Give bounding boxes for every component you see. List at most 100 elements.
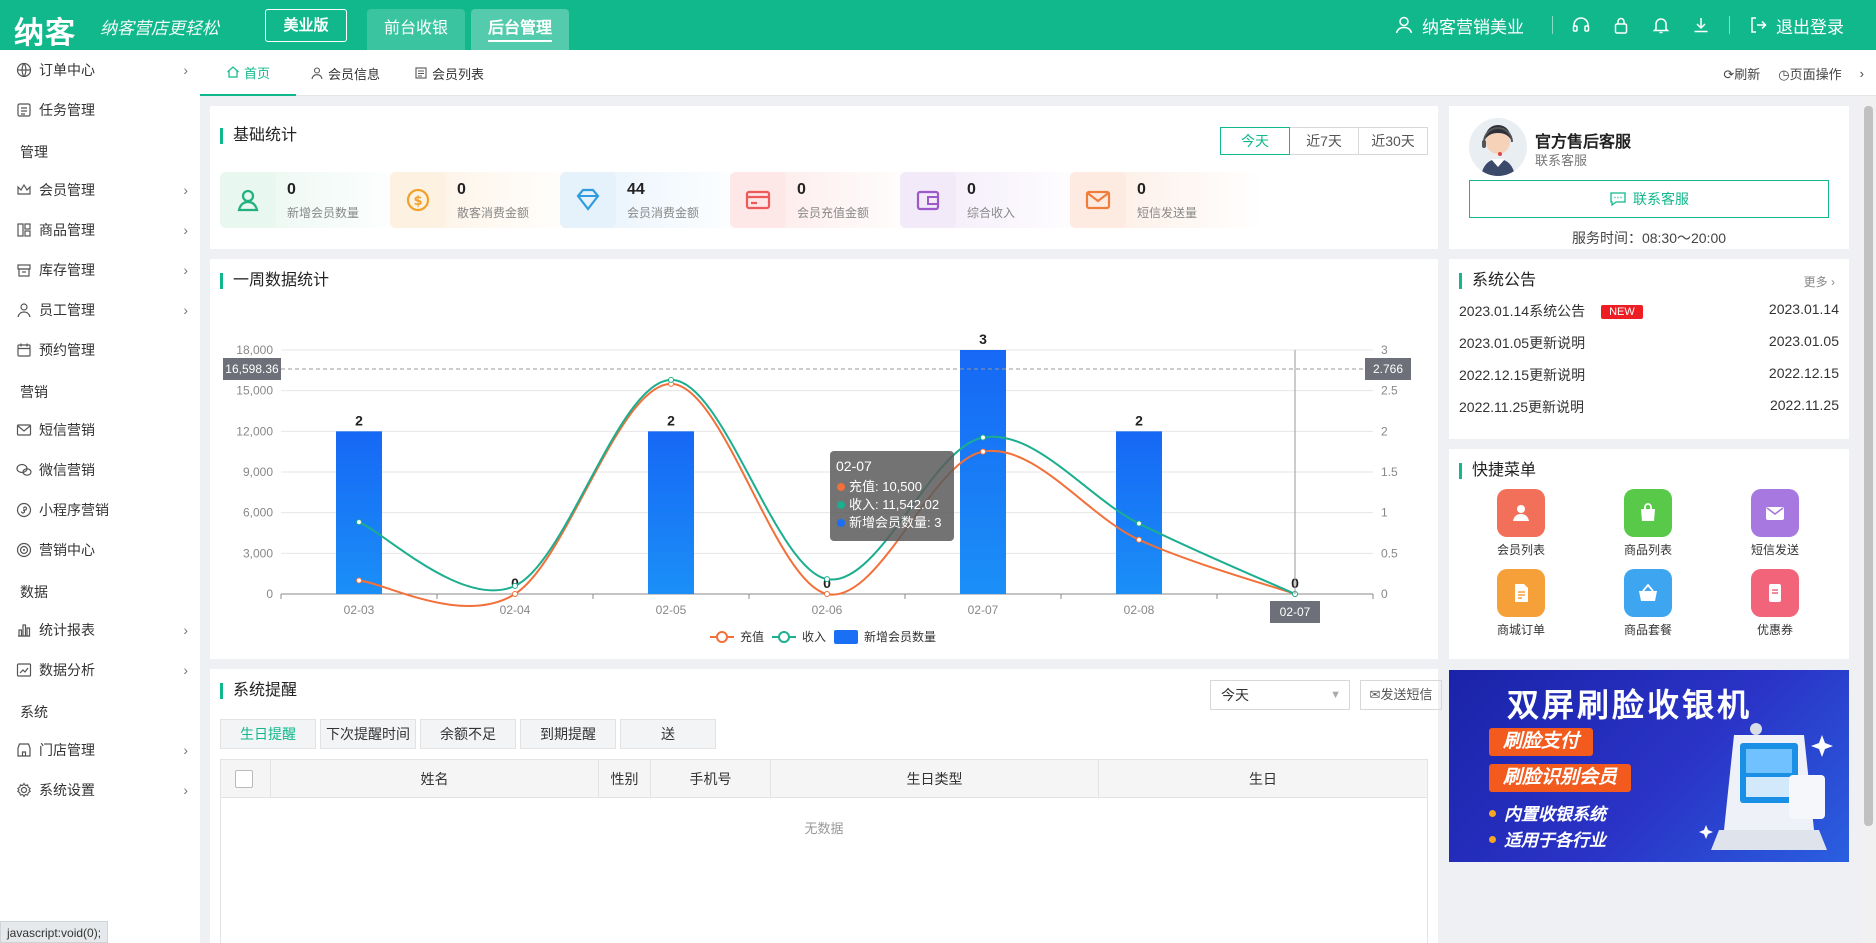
bell-icon[interactable] [1641, 15, 1681, 35]
sidebar-item-order[interactable]: 订单中心 › [0, 55, 200, 85]
notice-item-title: 2022.11.25更新说明 [1459, 399, 1585, 415]
series-point [512, 582, 518, 589]
sidebar-group-system: 系统 [20, 704, 48, 720]
select-all-cell [221, 760, 271, 798]
send-sms-label: 发送短信 [1380, 687, 1433, 702]
tooltip-marker [837, 501, 845, 509]
headset-icon[interactable] [1561, 15, 1601, 35]
sidebar-item-sms[interactable]: 短信营销 [0, 415, 200, 445]
quick-item[interactable]: 会员列表 [1481, 489, 1561, 558]
backend-management-tab[interactable]: 后台管理 [471, 9, 569, 50]
y-right-tick-label: 2.5 [1381, 384, 1398, 398]
download-icon[interactable] [1681, 15, 1721, 35]
sidebar-label: 微信营销 [39, 462, 95, 478]
range-today-button[interactable]: 今天 [1220, 127, 1290, 155]
tab-low-balance[interactable]: 余额不足 [420, 719, 516, 749]
logo[interactable]: 纳客 [14, 17, 76, 50]
quick-item[interactable]: 优惠券 [1735, 569, 1815, 638]
select-all-checkbox[interactable] [235, 770, 253, 788]
page-ops-label: 页面操作 [1789, 66, 1842, 82]
crosshair-left-label: 16,598.36 [225, 362, 279, 376]
user-name: 纳客营销美业 [1422, 17, 1524, 37]
reminder-tabs: 生日提醒 下次提醒时间 余额不足 到期提醒 送 [220, 719, 716, 749]
x-tick-label: 02-03 [344, 603, 375, 617]
status-bar-url: javascript:void(0); [0, 921, 109, 943]
tab-birthday[interactable]: 生日提醒 [220, 719, 316, 749]
sidebar-item-wechat[interactable]: 微信营销 [0, 455, 200, 485]
quick-item[interactable]: 商品套餐 [1608, 569, 1688, 638]
sidebar-label: 系统设置 [39, 782, 95, 798]
chevron-right-icon[interactable]: › [1859, 65, 1864, 81]
notice-item[interactable]: 2022.12.15更新说明 2022.12.15 [1459, 365, 1839, 385]
notice-item[interactable]: 2022.11.25更新说明 2022.11.25 [1459, 397, 1839, 417]
tab-member-info[interactable]: 会员信息 [310, 50, 380, 96]
sidebar-label: 订单中心 [39, 62, 95, 78]
sidebar-item-stock[interactable]: 库存管理 › [0, 255, 200, 285]
y-right-tick-label: 1 [1381, 506, 1388, 520]
notice-item[interactable]: 2023.01.05更新说明 2023.01.05 [1459, 333, 1839, 353]
stat-card-member-recharge[interactable]: 0 会员充值金额 [730, 172, 922, 228]
quick-item[interactable]: 商城订单 [1481, 569, 1561, 638]
tab-next-remind[interactable]: 下次提醒时间 [320, 719, 416, 749]
sidebar-item-store[interactable]: 门店管理 › [0, 735, 200, 765]
tab-gift[interactable]: 送 [620, 719, 716, 749]
stat-card-new-members[interactable]: 0 新增会员数量 [220, 172, 412, 228]
sidebar-item-goods[interactable]: 商品管理 › [0, 215, 200, 245]
reminder-range-select[interactable]: 今天 ▼ [1210, 680, 1350, 710]
range-7days-button[interactable]: 近7天 [1289, 127, 1359, 155]
stat-card-walkin-spend[interactable]: $0 散客消费金额 [390, 172, 582, 228]
bar-new-members [1116, 431, 1162, 594]
y-right-tick-label: 2 [1381, 424, 1388, 438]
col-birthday: 生日 [1249, 771, 1277, 787]
chevron-right-icon: › [183, 222, 188, 238]
logout-button[interactable]: 退出登录 [1748, 13, 1844, 38]
sidebar-item-miniprogram[interactable]: 小程序营销 [0, 495, 200, 525]
series-point [1136, 536, 1142, 543]
page-ops-button[interactable]: ◷页面操作 [1778, 66, 1842, 82]
sidebar-item-staff[interactable]: 员工管理 › [0, 295, 200, 325]
sidebar-item-task[interactable]: 任务管理 [0, 95, 200, 125]
x-tick-label: 02-06 [812, 603, 843, 617]
basket-icon [1624, 569, 1672, 617]
sidebar-label: 小程序营销 [39, 502, 109, 518]
tab-member-list[interactable]: 会员列表 [414, 50, 484, 96]
sidebar-group-manage: 管理 [20, 144, 48, 160]
sidebar-item-report[interactable]: 统计报表 › [0, 615, 200, 645]
bar-data-label: 2 [1135, 412, 1143, 428]
lock-icon[interactable] [1601, 15, 1641, 35]
sidebar-item-analysis[interactable]: 数据分析 › [0, 655, 200, 685]
tab-home[interactable]: 首页 [200, 50, 296, 96]
notice-more-link[interactable]: 更多 › [1803, 275, 1835, 289]
sidebar-item-marketing-center[interactable]: 营销中心 [0, 535, 200, 565]
tab-expire[interactable]: 到期提醒 [520, 719, 616, 749]
notice-item-title: 2023.01.14系统公告 [1459, 303, 1586, 319]
edition-button[interactable]: 美业版 [265, 9, 347, 42]
range-30days-button[interactable]: 近30天 [1358, 127, 1428, 155]
scrollbar-thumb[interactable] [1864, 106, 1873, 826]
notice-title: 系统公告 [1459, 273, 1536, 289]
refresh-button[interactable]: ⟳刷新 [1723, 66, 1761, 82]
col-birthday-type: 生日类型 [771, 760, 1099, 798]
sidebar-item-settings[interactable]: 系统设置 › [0, 775, 200, 805]
stat-card-total-income[interactable]: 0 综合收入 [900, 172, 1092, 228]
notice-item[interactable]: 2023.01.14系统公告 NEW 2023.01.14 [1459, 301, 1839, 321]
page-scrollbar[interactable] [1861, 96, 1876, 943]
chevron-down-icon: ▼ [1330, 689, 1341, 701]
quick-item[interactable]: 商品列表 [1608, 489, 1688, 558]
quick-item-label: 商品套餐 [1623, 623, 1672, 637]
x-tick-label: 02-05 [656, 603, 687, 617]
sidebar-item-booking[interactable]: 预约管理 [0, 335, 200, 365]
stat-card-sms-sent[interactable]: 0 短信发送量 [1070, 172, 1262, 228]
stat-card-member-spend[interactable]: 44 会员消费金额 [560, 172, 752, 228]
quick-item[interactable]: 短信发送 [1735, 489, 1815, 558]
send-sms-button[interactable]: ✉发送短信 [1360, 680, 1442, 710]
user-menu[interactable]: 纳客营销美业 [1394, 13, 1524, 38]
user-icon [1395, 16, 1413, 34]
x-tick-label: 02-04 [500, 603, 531, 617]
promo-banner[interactable]: 双屏刷脸收银机 刷脸支付 刷脸识别会员 内置收银系统 适用于各行业 [1449, 670, 1849, 862]
stat-label: 新增会员数量 [287, 206, 360, 220]
sidebar-item-member[interactable]: 会员管理 › [0, 175, 200, 205]
front-cashier-tab[interactable]: 前台收银 [367, 9, 465, 50]
tooltip-row: 收入: 11,542.02 [849, 497, 939, 512]
contact-service-button[interactable]: 联系客服 [1469, 180, 1829, 218]
